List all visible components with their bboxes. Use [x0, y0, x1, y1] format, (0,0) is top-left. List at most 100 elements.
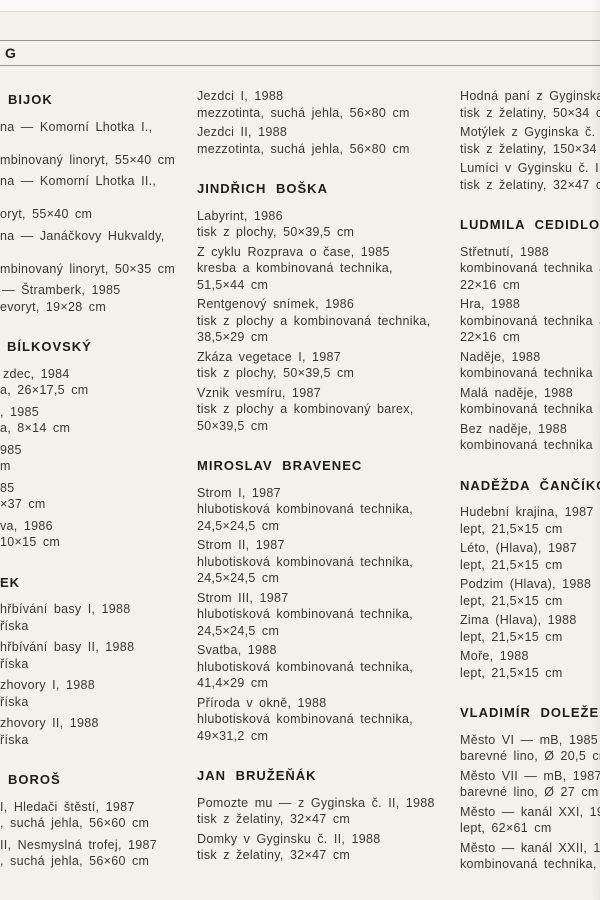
entry-line: říska — [0, 732, 29, 747]
entry-line: Lumíci v Gyginsku č. II, — [460, 161, 600, 175]
entry-line — [0, 135, 195, 152]
entry-line: 24,5×24,5 cm — [197, 623, 280, 638]
entry-line: Střetnutí, 1988 — [460, 244, 550, 259]
entry-line: tisk z želatiny, 32×47 cm — [197, 848, 351, 862]
entry-line: Rentgenový snímek, 1986 — [197, 297, 355, 311]
entry-line: hřbívání basy II, 1988 — [0, 640, 135, 654]
entry-line: na — Komorní Lhotka I., — [0, 119, 153, 134]
entry-line: 50×39,5 cm — [197, 418, 269, 433]
section-header: G — [0, 40, 600, 66]
entry-line: Příroda v okně, 1988 — [197, 695, 327, 710]
entry-line: kombinovaná technika, — [460, 857, 597, 871]
artist-heading: MIROSLAV BRAVENEC — [197, 458, 363, 473]
entry-line: 38,5×29 cm — [197, 330, 269, 344]
entry-line: hlubotisková kombinovaná technika, — [197, 554, 414, 569]
artist-heading: BÍLKOVSKÝ — [7, 339, 92, 354]
entry-line: II, Nesmyslná trofej, 1987 — [0, 837, 158, 852]
entry-line: Město — kanál XXI, 19 — [460, 804, 600, 819]
entry-line: Město — kanál XXII, 19 — [460, 840, 600, 855]
entry-line: lept, 21,5×15 cm — [460, 593, 563, 608]
entry-line: Město VI — mB, 1985 — [460, 732, 598, 747]
entry-line: mezzotinta, suchá jehla, 56×80 cm — [197, 141, 410, 156]
entry-line: barevné lino, Ø 27 cm — [460, 785, 599, 799]
entry-line: lept, 21,5×15 cm — [460, 629, 563, 644]
entry-line: kresba a kombinovaná technika, — [197, 261, 393, 275]
entry-line: na — Komorní Lhotka II., — [0, 174, 157, 188]
entry-line: Strom I, 1987 — [197, 485, 281, 500]
artist-heading: JINDŘICH BOŠKA — [197, 181, 328, 196]
entry-line: 41,4×29 cm — [197, 676, 269, 690]
entry-line: Jezdci II, 1988 — [197, 125, 288, 139]
entry-line: zdec, 1984 — [3, 366, 70, 381]
entry-line: říska — [0, 694, 29, 709]
entry-line: Domky v Gyginsku č. II, 1988 — [197, 831, 381, 846]
entry-line: zhovory II, 1988 — [0, 716, 99, 730]
artist-heading: NADĚŽDA ČANČÍKOVÁ — [460, 477, 600, 493]
entry-line: lept, 21,5×15 cm — [460, 665, 563, 680]
entry-line: zhovory I, 1988 — [0, 678, 95, 692]
entry-line: Naděje, 1988 — [460, 349, 541, 364]
entry-line: Motýlek z Gyginska č. I — [460, 125, 600, 139]
entry-line: 22×16 cm — [460, 330, 521, 344]
entry-line: tisk z plochy, 50×39,5 cm — [197, 225, 355, 239]
entry-line: Svatba, 1988 — [197, 643, 277, 657]
entry-line: 24,5×24,5 cm — [197, 518, 280, 533]
entry-line: Z cyklu Rozprava o čase, 1985 — [197, 244, 390, 259]
entry-line: Hudební krajina, 1987 — [460, 505, 594, 519]
entry-line: Jezdci I, 1988 — [197, 89, 284, 103]
entry-line: evoryt, 19×28 cm — [0, 299, 107, 314]
entry-line: I, Hledači štěstí, 1987 — [0, 799, 135, 814]
entry-line — [0, 244, 195, 261]
entry-line: Vznik vesmíru, 1987 — [197, 385, 321, 400]
entry-line: kombinovaná technika b — [460, 438, 600, 452]
entry-line: 24,5×24,5 cm — [197, 571, 280, 585]
entry-line: Město VII — mB, 1987 — [460, 768, 600, 783]
entry-line: 10×15 cm — [0, 535, 61, 549]
middle-column: Jezdci I, 1988 mezzotinta, suchá jehla, … — [197, 88, 459, 864]
artist-heading: EK — [0, 574, 21, 590]
artist-heading: BIJOK — [8, 92, 53, 107]
entry-line: 985 — [0, 442, 22, 457]
left-column: BIJOK na — Komorní Lhotka I., mbinovaný … — [0, 92, 195, 870]
entry-line: tisk z želatiny, 50×34 cm — [460, 105, 600, 120]
entry-line: a, 26×17,5 cm — [0, 383, 89, 397]
entry-line: ×37 cm — [0, 497, 46, 511]
entry-line: oryt, 55×40 cm — [0, 207, 93, 221]
entry-line: Moře, 1988 — [460, 649, 529, 663]
entry-line: 49×31,2 cm — [197, 728, 269, 743]
entry-line: kombinovaná technika a — [460, 313, 600, 328]
entry-line: hřbívání basy I, 1988 — [0, 602, 131, 616]
entry-line: , 1985 — [0, 404, 40, 419]
entry-line: lept, 62×61 cm — [460, 821, 552, 835]
entry-line: říska — [0, 656, 29, 671]
artist-heading: BOROŠ — [8, 772, 61, 787]
entry-line: Zkáza vegetace I, 1987 — [197, 349, 342, 364]
entry-line: Strom III, 1987 — [197, 590, 289, 605]
entry-line: kombinovaná technika b — [460, 402, 600, 416]
entry-line: hlubotisková kombinovaná technika, — [197, 659, 414, 674]
entry-line: , suchá jehla, 56×60 cm — [0, 854, 150, 868]
entry-line: 85 — [0, 480, 15, 495]
entry-line: kombinovaná technika a — [460, 261, 600, 275]
entry-line: — Štramberk, 1985 — [2, 283, 121, 297]
entry-line: Strom II, 1987 — [197, 538, 285, 552]
entry-line: tisk z želatiny, 32×47 cm — [460, 177, 600, 192]
artist-heading: LUDMILA CEDIDLOVÁ — [460, 217, 600, 232]
entry-line: Malá naděje, 1988 — [460, 385, 573, 400]
entry-line: Podzim (Hlava), 1988 — [460, 577, 592, 591]
entry-line: Bez naděje, 1988 — [460, 421, 568, 436]
entry-line: tisk z plochy, 50×39,5 cm — [197, 366, 355, 380]
entry-line: hlubotisková kombinovaná technika, — [197, 712, 414, 726]
entry-line: va, 1986 — [0, 518, 53, 533]
entry-line: Léto, (Hlava), 1987 — [460, 541, 578, 555]
entry-line: kombinovaná technika b — [460, 366, 600, 380]
entry-line: a, 8×14 cm — [0, 421, 71, 435]
entry-line: na — Janáčkovy Hukvaldy, — [0, 228, 165, 243]
entry-line: lept, 21,5×15 cm — [460, 521, 563, 536]
entry-line: Zima (Hlava), 1988 — [460, 613, 577, 627]
artist-heading: JAN BRUŽEŇÁK — [197, 768, 317, 783]
entry-line: hlubotisková kombinovaná technika, — [197, 502, 414, 516]
entry-line: Pomozte mu — z Gyginska č. II, 1988 — [197, 795, 435, 810]
page-top-strip — [0, 0, 600, 12]
